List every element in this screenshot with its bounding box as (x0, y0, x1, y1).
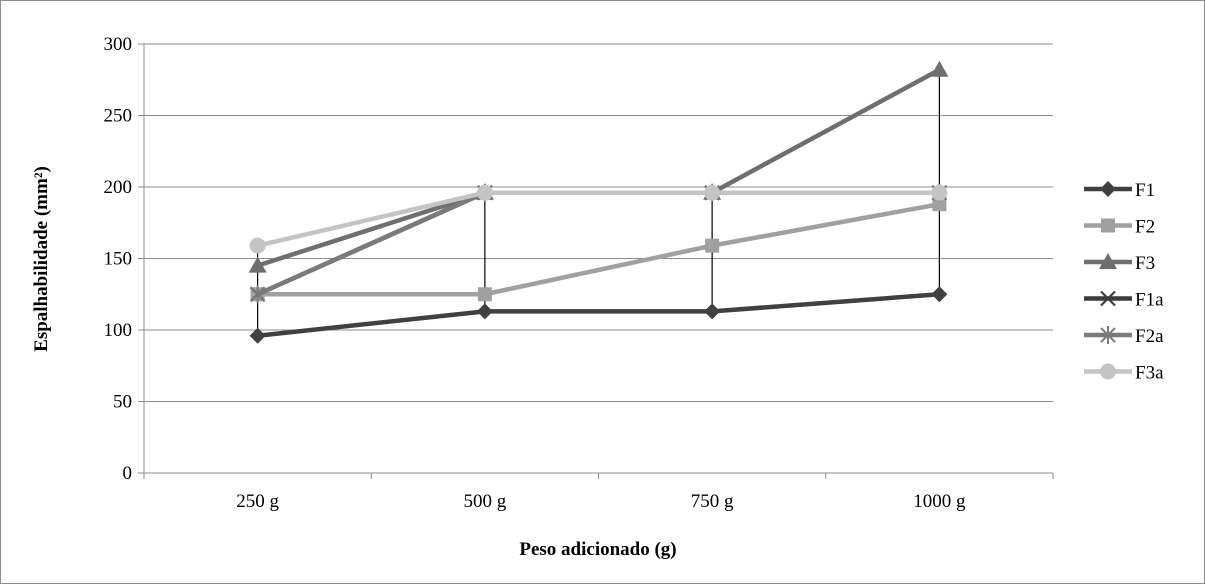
legend-label-f2a: F2a (1135, 326, 1164, 347)
series-f3a (249, 184, 948, 254)
series-line-f3a (257, 190, 940, 248)
legend-item-f2: F2 (1084, 217, 1155, 238)
legend-label-f1: F1 (1135, 180, 1155, 201)
series-group (248, 60, 949, 344)
legend-item-f1: F1 (1084, 180, 1155, 201)
point-f2-1 (477, 287, 492, 302)
legend-marker-f1a (1100, 290, 1116, 307)
point-f1-3 (931, 286, 948, 303)
x-tick-label-2: 750 g (691, 491, 734, 512)
series-line-f1a (256, 190, 940, 297)
point-f3-3 (930, 60, 949, 77)
legend-marker-f2a (1100, 326, 1116, 344)
series-line-f3 (256, 67, 941, 268)
series-line-f2 (257, 201, 940, 297)
y-tick-label-0: 0 (123, 463, 133, 484)
legend-marker-f3 (1099, 253, 1117, 269)
point-f2-3 (932, 197, 947, 212)
x-axis-title: Peso adicionado (g) (519, 539, 676, 560)
series-line-f1 (257, 292, 940, 338)
grid-lines (144, 43, 1053, 402)
y-tick-label-5: 250 (104, 106, 133, 127)
point-f1-0 (249, 327, 266, 344)
x-tick-label-1: 500 g (464, 491, 507, 512)
legend-item-f3a: F3a (1084, 363, 1164, 384)
point-f3a-2 (704, 184, 721, 201)
legend-label-f1a: F1a (1135, 290, 1164, 311)
y-axis-title: Espalhabilidade (mm²) (31, 166, 52, 352)
legend-label-f3: F3 (1135, 253, 1155, 274)
legend-marker-f1 (1100, 181, 1116, 197)
series-f2a (249, 183, 948, 304)
legend-marker-f3a (1100, 363, 1116, 380)
point-f1-2 (704, 303, 721, 320)
point-f3a-1 (476, 184, 493, 201)
point-f3a-0 (249, 237, 266, 254)
point-f3-0 (248, 256, 267, 273)
series-f3 (248, 60, 949, 273)
legend-marker-f2 (1101, 218, 1115, 233)
point-f3a-3 (931, 184, 948, 201)
axes (138, 43, 1054, 479)
series-f1a (249, 184, 948, 303)
point-f2-2 (705, 238, 720, 253)
series-f1 (249, 286, 948, 344)
point-f1-1 (476, 303, 493, 320)
legend: F1 F2 F3 F1a F2a F3a (1084, 180, 1164, 384)
x-tick-label-3: 1000 g (913, 491, 966, 512)
y-tick-label-2: 100 (104, 320, 133, 341)
legend-item-f1a: F1a (1084, 290, 1164, 311)
x-tick-label-0: 250 g (236, 491, 279, 512)
x-tick-labels: 250 g 500 g 750 g 1000 g (236, 491, 966, 512)
legend-label-f2: F2 (1135, 217, 1155, 238)
y-tick-label-4: 200 (104, 177, 133, 198)
y-tick-label-1: 50 (113, 392, 132, 413)
y-tick-label-6: 300 (104, 34, 133, 55)
legend-item-f3: F3 (1084, 253, 1155, 274)
series-line-f2a (256, 190, 940, 297)
legend-label-f3a: F3a (1135, 363, 1164, 384)
y-tick-label-3: 150 (104, 249, 133, 270)
y-tick-labels: 0 50 100 150 200 250 300 (104, 34, 133, 484)
point-f2a-0 (249, 285, 266, 304)
legend-item-f2a: F2a (1084, 326, 1164, 347)
